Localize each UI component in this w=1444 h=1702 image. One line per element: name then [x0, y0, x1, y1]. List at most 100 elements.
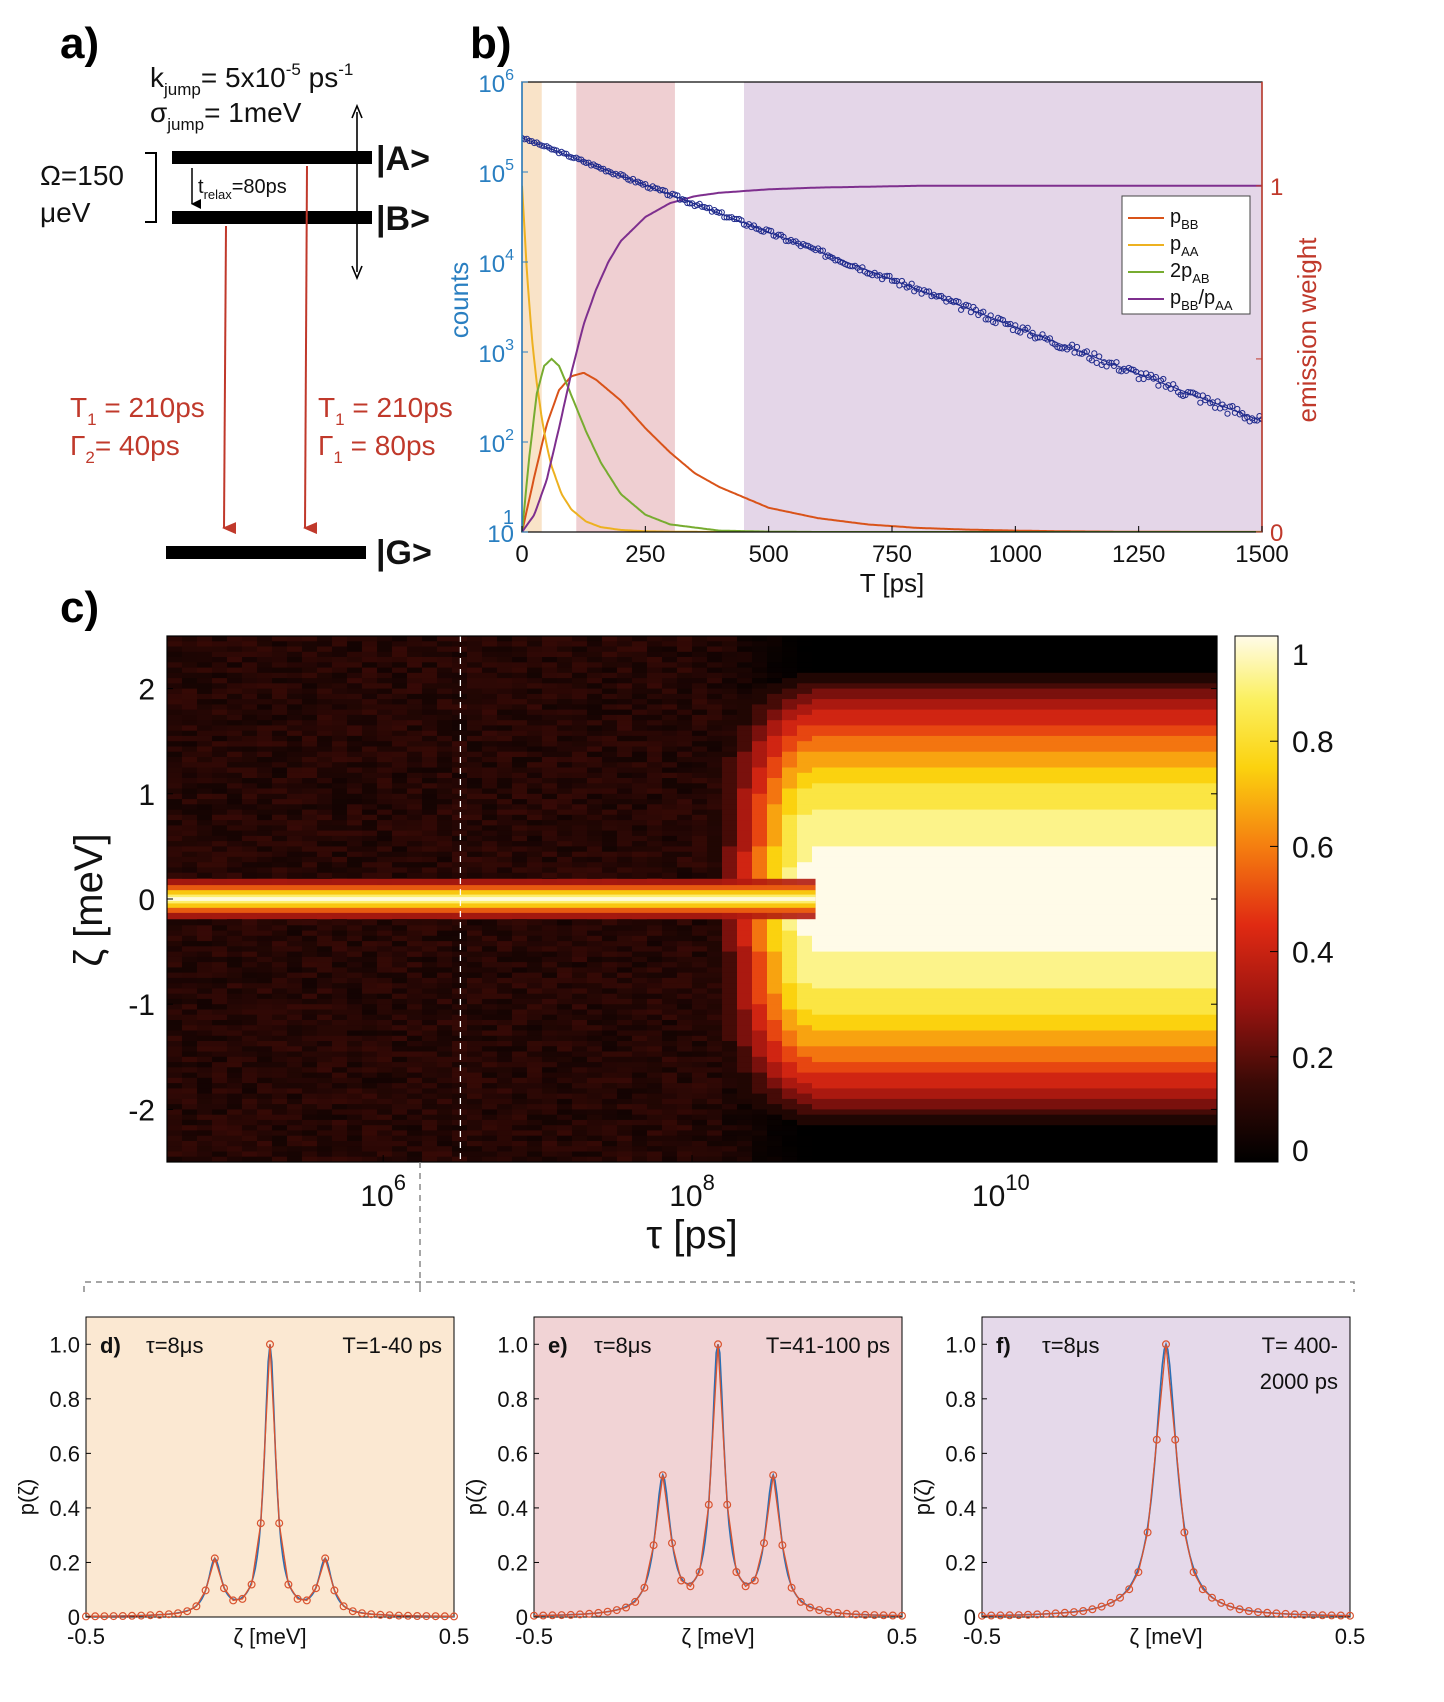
- heatmap-cell: [332, 641, 348, 648]
- heatmap-cell: [317, 925, 333, 932]
- heatmap-cell: [842, 1125, 858, 1132]
- heatmap-cell: [377, 988, 393, 995]
- heatmap-cell: [707, 998, 723, 1005]
- heatmap-cell: [797, 1088, 813, 1095]
- heatmap-cell: [812, 1056, 828, 1063]
- heatmap-cell: [467, 1151, 483, 1158]
- heatmap-cell: [212, 851, 228, 858]
- heatmap-cell: [482, 1083, 498, 1089]
- heatmap-cell: [497, 788, 513, 795]
- heatmap-cell: [782, 1083, 798, 1089]
- heatmap-cell: [422, 1072, 438, 1079]
- heatmap-cell: [452, 872, 468, 879]
- heatmap-cell: [632, 1014, 648, 1021]
- heatmap-cell: [197, 825, 213, 832]
- heatmap-cell: [467, 1014, 483, 1021]
- heatmap-cell: [602, 772, 618, 779]
- heatmap-cell: [392, 1014, 408, 1021]
- heatmap-cell: [482, 935, 498, 942]
- heatmap-cell: [707, 1119, 723, 1126]
- heatmap-cell: [437, 1098, 453, 1105]
- heatmap-cell: [797, 730, 813, 737]
- heatmap-cell: [227, 977, 243, 984]
- heatmap-cell: [662, 835, 678, 842]
- heatmap-cell: [482, 1141, 498, 1147]
- heatmap-cell: [437, 688, 453, 695]
- heatmap-cell: [737, 1125, 753, 1132]
- heatmap-cell: [242, 998, 258, 1005]
- heatmap-cell: [587, 746, 603, 753]
- heatmap-cell: [572, 725, 588, 732]
- heatmap-cell: [557, 941, 573, 947]
- heatmap-cell: [497, 678, 513, 684]
- heatmap-cell: [257, 967, 273, 974]
- heatmap-cell: [662, 683, 678, 690]
- heatmap-cell: [737, 1104, 753, 1110]
- heatmap-cell: [842, 846, 858, 853]
- heatmap-cell: [737, 793, 753, 800]
- heatmap-cell: [407, 830, 423, 837]
- heatmap-cell: [812, 851, 828, 858]
- heatmap-cell: [452, 862, 468, 869]
- heatmap-cell: [212, 872, 228, 879]
- heatmap-cell: [527, 709, 543, 716]
- heatmap-cell: [677, 1009, 693, 1016]
- heatmap-cell: [197, 1083, 213, 1089]
- heatmap-cell: [362, 725, 378, 732]
- heatmap-cell: [227, 657, 243, 663]
- heatmap-cell: [242, 657, 258, 663]
- heatmap-cell: [347, 1046, 363, 1053]
- heatmap-cell: [602, 820, 618, 826]
- heatmap-cell: [602, 956, 618, 963]
- heatmap-cell: [842, 856, 858, 863]
- heatmap-cell: [677, 1041, 693, 1047]
- heatmap-cell: [227, 856, 243, 863]
- heatmap-cell: [527, 951, 543, 958]
- heatmap-cell: [482, 646, 498, 653]
- heatmap-cell: [167, 751, 183, 758]
- heatmap-cell: [242, 1146, 258, 1153]
- heatmap-cell: [482, 993, 498, 1000]
- heatmap-cell: [437, 741, 453, 748]
- heatmap-cell: [827, 972, 843, 979]
- heatmap-cell: [797, 709, 813, 716]
- heatmap-cell: [542, 746, 558, 753]
- heatmap-cell: [407, 1020, 423, 1026]
- heatmap-cell: [452, 730, 468, 737]
- right-T1-label: T1 = 210ps: [318, 392, 453, 429]
- heatmap-cell: [692, 1156, 708, 1162]
- heatmap-cell: [527, 1004, 543, 1011]
- heatmap-cell: [392, 977, 408, 984]
- heatmap-cell: [377, 762, 393, 769]
- heatmap-cell: [317, 1004, 333, 1011]
- heatmap-cell: [512, 825, 528, 832]
- heatmap-cell: [392, 1020, 408, 1026]
- heatmap-cell: [692, 851, 708, 858]
- heatmap-cell: [797, 725, 813, 732]
- heatmap-cell: [767, 793, 783, 800]
- heatmap-cell: [332, 1077, 348, 1084]
- heatmap-cell: [302, 651, 318, 658]
- heatmap-cell: [632, 925, 648, 932]
- heatmap-cell: [782, 751, 798, 758]
- heatmap-cell: [722, 1156, 738, 1162]
- heatmap-cell: [437, 835, 453, 842]
- heatmap-cell: [827, 977, 843, 984]
- heatmap-cell: [167, 851, 183, 858]
- heatmap-cell: [182, 1141, 198, 1147]
- heatmap-cell: [287, 1151, 303, 1158]
- heatmap-cell: [197, 856, 213, 863]
- heatmap-cell: [407, 930, 423, 937]
- counts-point: [819, 247, 827, 254]
- right-gamma-label: Γ1 = 80ps: [318, 430, 436, 467]
- heatmap-cell: [362, 1030, 378, 1037]
- heatmap-cell: [752, 1067, 768, 1074]
- heatmap-cell: [737, 799, 753, 805]
- heatmap-cell: [692, 683, 708, 690]
- heatmap-cell: [632, 983, 648, 990]
- heatmap-cell: [767, 735, 783, 742]
- heatmap-cell: [527, 809, 543, 816]
- heatmap-cell: [377, 1114, 393, 1121]
- heatmap-cell: [662, 788, 678, 795]
- heatmap-cell: [812, 1067, 828, 1074]
